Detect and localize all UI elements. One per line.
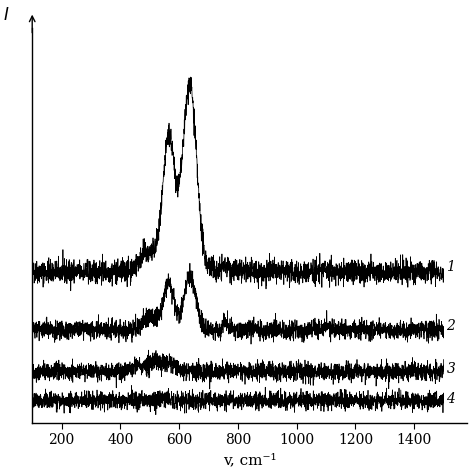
Text: 4: 4: [447, 392, 456, 406]
Text: 3: 3: [447, 362, 456, 376]
Text: 2: 2: [447, 319, 456, 333]
Text: 1: 1: [447, 260, 456, 274]
Text: $I$: $I$: [3, 7, 9, 24]
X-axis label: v, cm⁻¹: v, cm⁻¹: [223, 453, 276, 467]
